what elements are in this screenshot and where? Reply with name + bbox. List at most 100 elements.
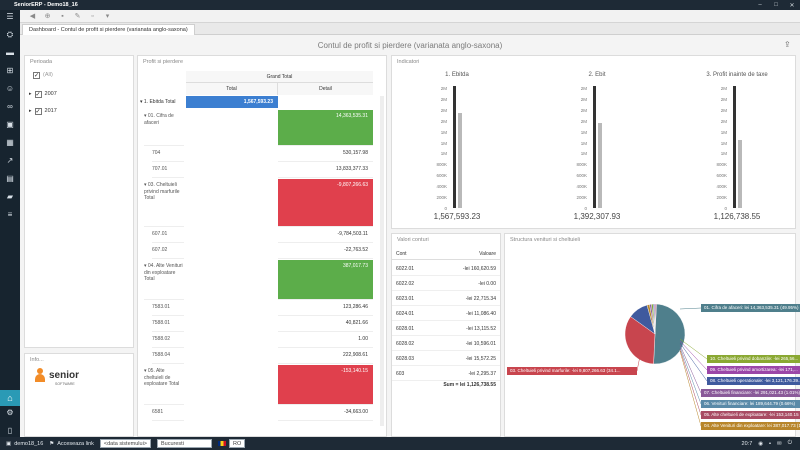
power-icon[interactable]: ⏻ [787, 440, 792, 446]
network-icon[interactable]: ◉ [758, 440, 764, 447]
pie-slice[interactable] [654, 303, 657, 335]
table-row[interactable]: 6028.02 -lei 10,596.01 [392, 337, 500, 351]
pivot-row-label[interactable]: ▾ 03. Cheltuieli privind marfurile Total [144, 179, 184, 227]
table-row[interactable]: 6022.01 -lei 160,620.59 [392, 262, 500, 276]
collapse-icon[interactable]: ▾ [140, 99, 144, 105]
delete-icon[interactable]: ▫ [91, 12, 94, 20]
cart-icon[interactable]: ⊞ [6, 66, 14, 75]
options-icon[interactable]: ▾ [105, 12, 110, 20]
table-row[interactable]: 6022.02 -lei 0.00 [392, 277, 500, 291]
handshake-icon[interactable]: ∞ [7, 102, 13, 111]
pie-label: 03. Cheltuieli privind marfurile: -lei 9… [507, 367, 637, 375]
pivot-value-cell[interactable]: -9,807,266.63 [278, 179, 373, 227]
pivot-value-cell[interactable]: 40,821.66 [278, 317, 373, 332]
minimize-icon[interactable]: – [758, 1, 762, 8]
checkbox-icon[interactable]: ✓ [33, 71, 40, 79]
pivot-row-label[interactable]: 704 [152, 147, 184, 162]
pivot-row-label[interactable]: ▾ 01. Cifra de afaceri [144, 110, 184, 146]
pivot-value-cell[interactable]: 222,908.61 [278, 349, 373, 364]
pie-slice[interactable] [624, 316, 656, 365]
filter-item-all[interactable]: ✓ (All) [33, 70, 53, 80]
lang-select[interactable]: RO [229, 439, 246, 448]
pivot-value-cell[interactable]: 1.00 [278, 333, 373, 348]
date-field[interactable]: <data sistemului> [99, 439, 151, 448]
chart-icon[interactable]: ↗ [6, 156, 14, 165]
gauge-tick-label: 400K [436, 184, 447, 190]
valori-panel: Valori conturi Cont Valoare 6022.01 -lei … [391, 233, 501, 437]
pivot-value-cell[interactable]: 530,157.98 [278, 147, 373, 162]
save-icon[interactable]: ▪ [61, 12, 64, 20]
gauge-tick-label: 600K [716, 173, 727, 179]
close-icon[interactable]: ✕ [789, 2, 795, 9]
col-total-header[interactable]: Total [186, 83, 278, 95]
pivot-row-label[interactable]: 7588.02 [152, 333, 184, 348]
city-select[interactable]: Bucuresti [157, 439, 212, 448]
org-chart-icon[interactable]: ⛭ [6, 30, 14, 39]
link-label[interactable]: Acceseaza link [57, 440, 94, 447]
briefcase-icon[interactable]: ▣ [6, 120, 14, 129]
checkbox-icon[interactable]: ✓ [34, 107, 42, 115]
pivot-row-label[interactable]: 7588.04 [152, 349, 184, 364]
pivot-value-cell[interactable]: 13,833,377.33 [278, 163, 373, 178]
pivot-row-label[interactable]: 707.01 [152, 163, 184, 178]
pivot-row-label[interactable]: ▾ 04. Alte Venituri din exploatare Total [144, 260, 184, 300]
table-row[interactable]: 6024.01 -lei 11,086.40 [392, 307, 500, 321]
pivot-value-cell[interactable]: -22,763.52 [278, 244, 373, 259]
col-valoare-header[interactable]: Valoare [479, 251, 496, 257]
filter-item-2017[interactable]: ▸ ✓ 2017 [29, 106, 57, 116]
pie-slice[interactable] [653, 303, 686, 365]
pivot-value-cell[interactable]: 387,017.73 [278, 260, 373, 300]
table-row[interactable]: 6023.01 -lei 22,715.34 [392, 292, 500, 306]
pie-leader-line [679, 342, 708, 382]
settings-icon[interactable]: ⚙ [6, 408, 14, 417]
ebitda-total-cell[interactable]: 1,567,593.23 [186, 96, 278, 108]
col-detail-header[interactable]: Detail [278, 83, 373, 95]
gauge-tick-label: 1M [440, 140, 447, 146]
tab-dashboard[interactable]: Dashboard - Contul de profit si pierdere… [22, 24, 195, 35]
filter-item-2007[interactable]: ▸ ✓ 2007 [29, 89, 57, 99]
expand-arrow-icon[interactable]: ▸ [29, 108, 32, 114]
calculator-icon[interactable]: ▦ [6, 138, 14, 147]
add-icon[interactable]: ⊕ [44, 12, 51, 20]
pivot-row-label[interactable]: 607.02 [152, 244, 184, 259]
edit-icon[interactable]: ✎ [74, 12, 81, 20]
pivot-value-cell[interactable]: -34,663.00 [278, 406, 373, 421]
export-icon[interactable]: ⇪ [784, 40, 791, 49]
city-field[interactable]: Bucuresti [157, 439, 212, 448]
user-info[interactable]: ▣ demo18_16 [6, 441, 43, 447]
truck-icon[interactable]: ▰ [6, 192, 14, 201]
pivot-row-label[interactable]: ▾ 05. Alte cheltuieli de exploatare Tota… [144, 365, 184, 405]
folder-icon[interactable]: ▬ [6, 48, 14, 57]
list-icon[interactable]: ≡ [7, 210, 13, 219]
link-item[interactable]: ⚑ Acceseaza link [49, 441, 94, 447]
table-row[interactable]: 6028.01 -lei 13,115.52 [392, 322, 500, 336]
table-row[interactable]: 603 -lei 2,295.37 [392, 367, 500, 381]
home-icon[interactable]: ⌂ [0, 390, 20, 406]
row-ebitda[interactable]: ▾ 1. Ebitda Total [140, 96, 186, 108]
pivot-row-label[interactable]: 6581 [152, 406, 184, 421]
back-icon[interactable]: ◀ [29, 12, 36, 20]
pivot-row-label[interactable]: 7588.01 [152, 317, 184, 332]
users-icon[interactable]: ☺ [5, 84, 15, 93]
pivot-row-label[interactable]: 7583.01 [152, 301, 184, 316]
expand-arrow-icon[interactable]: ▸ [29, 91, 32, 97]
pie-leader-line [679, 346, 702, 405]
lang-field[interactable]: RO [218, 439, 246, 448]
camera-icon[interactable]: ▪ [769, 440, 772, 447]
pivot-row-label[interactable]: 607.01 [152, 228, 184, 243]
clipboard-icon[interactable]: ▤ [6, 174, 14, 183]
table-row[interactable]: 6028.03 -lei 15,572.25 [392, 352, 500, 366]
date-input[interactable]: <data sistemului> [99, 439, 151, 448]
checkbox-icon[interactable]: ✓ [34, 90, 42, 98]
maximize-icon[interactable]: □ [774, 1, 778, 8]
notification-icon[interactable]: ✉ [777, 440, 782, 447]
pivot-value-cell[interactable]: 14,363,535.31 [278, 110, 373, 146]
scrollbar[interactable] [380, 96, 384, 426]
pivot-value-cell[interactable]: 123,286.46 [278, 301, 373, 316]
gauge-tick-label: 1M [720, 151, 727, 157]
col-cont-header[interactable]: Cont [396, 251, 407, 257]
pivot-value-cell[interactable]: -9,784,503.11 [278, 228, 373, 243]
help-icon[interactable]: ▯ [7, 426, 13, 435]
pivot-value-cell[interactable]: -153,140.15 [278, 365, 373, 405]
menu-icon[interactable]: ☰ [6, 12, 14, 21]
